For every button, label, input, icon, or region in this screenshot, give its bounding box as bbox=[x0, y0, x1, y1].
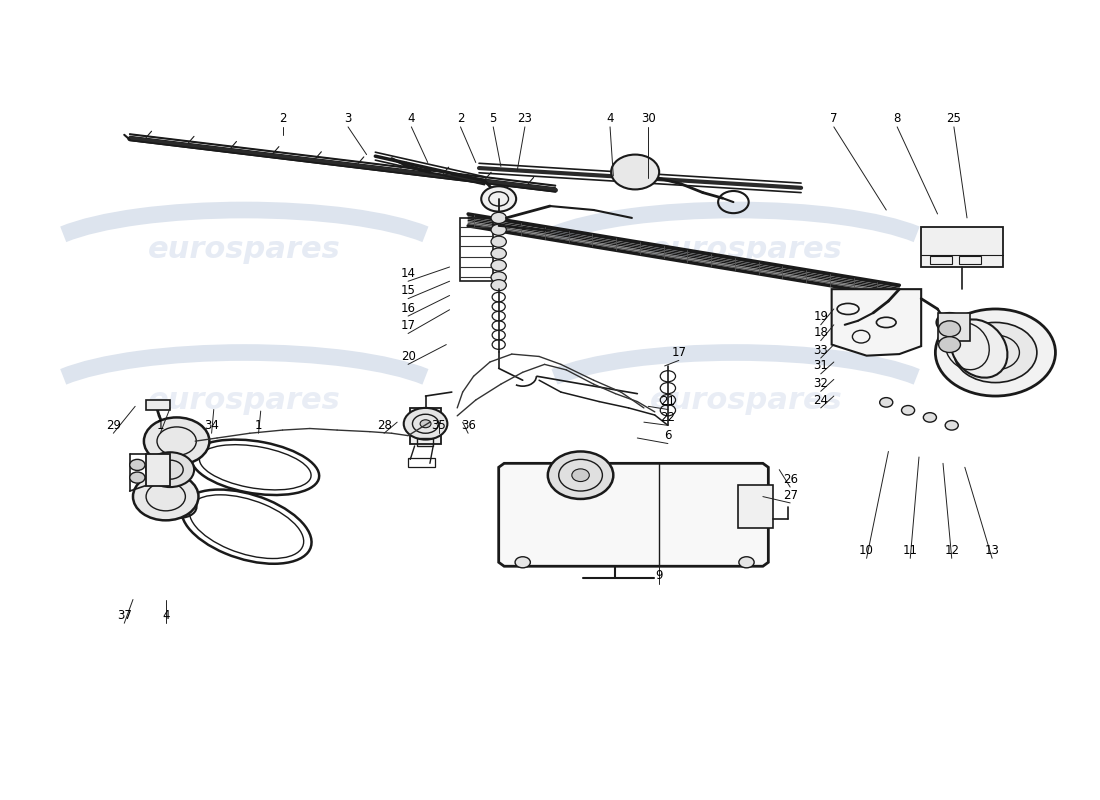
Text: 23: 23 bbox=[517, 113, 532, 126]
Bar bbox=[930, 256, 952, 264]
Circle shape bbox=[491, 260, 506, 271]
Circle shape bbox=[739, 557, 755, 568]
Circle shape bbox=[954, 322, 1037, 382]
Text: 7: 7 bbox=[830, 113, 837, 126]
Text: 20: 20 bbox=[400, 350, 416, 363]
Text: 34: 34 bbox=[205, 419, 219, 432]
Circle shape bbox=[515, 557, 530, 568]
Text: 16: 16 bbox=[400, 302, 416, 314]
Circle shape bbox=[938, 321, 960, 337]
Text: 8: 8 bbox=[893, 113, 901, 126]
Bar bbox=[937, 313, 970, 341]
Text: 4: 4 bbox=[408, 113, 415, 126]
Circle shape bbox=[404, 408, 448, 439]
Circle shape bbox=[481, 186, 516, 211]
Text: 21: 21 bbox=[660, 395, 675, 408]
Circle shape bbox=[491, 272, 506, 283]
Circle shape bbox=[491, 212, 506, 223]
Circle shape bbox=[945, 421, 958, 430]
Circle shape bbox=[491, 248, 506, 259]
Text: eurospares: eurospares bbox=[650, 386, 843, 414]
Text: 5: 5 bbox=[490, 113, 497, 126]
Circle shape bbox=[548, 451, 614, 499]
Text: 31: 31 bbox=[813, 359, 828, 373]
Circle shape bbox=[612, 154, 659, 190]
Text: 17: 17 bbox=[671, 346, 686, 359]
Text: 32: 32 bbox=[813, 377, 828, 390]
Text: 25: 25 bbox=[946, 113, 961, 126]
Text: 14: 14 bbox=[400, 267, 416, 280]
Text: eurospares: eurospares bbox=[148, 235, 341, 264]
Circle shape bbox=[618, 159, 652, 185]
Text: 11: 11 bbox=[903, 544, 917, 557]
Text: 28: 28 bbox=[376, 419, 392, 432]
Circle shape bbox=[130, 459, 145, 470]
Text: 4: 4 bbox=[162, 609, 169, 622]
Circle shape bbox=[572, 469, 590, 482]
Text: 29: 29 bbox=[106, 419, 121, 432]
Text: 30: 30 bbox=[641, 113, 656, 126]
Circle shape bbox=[936, 313, 962, 332]
Text: 37: 37 bbox=[117, 609, 132, 622]
Bar bbox=[921, 227, 1003, 267]
Text: 6: 6 bbox=[664, 429, 672, 442]
Bar bbox=[738, 485, 772, 528]
Circle shape bbox=[880, 398, 893, 407]
Text: eurospares: eurospares bbox=[148, 386, 341, 414]
Text: 10: 10 bbox=[859, 544, 874, 557]
Circle shape bbox=[935, 309, 1055, 396]
Text: eurospares: eurospares bbox=[650, 235, 843, 264]
Text: 17: 17 bbox=[400, 319, 416, 332]
Text: 13: 13 bbox=[984, 544, 1000, 557]
Text: 26: 26 bbox=[783, 473, 798, 486]
Text: 35: 35 bbox=[431, 419, 446, 432]
Circle shape bbox=[491, 280, 506, 290]
Text: 2: 2 bbox=[456, 113, 464, 126]
Text: 19: 19 bbox=[813, 310, 828, 323]
Circle shape bbox=[133, 473, 198, 520]
Text: 1: 1 bbox=[255, 419, 262, 432]
Text: 24: 24 bbox=[813, 394, 828, 406]
Text: 9: 9 bbox=[656, 570, 663, 582]
Polygon shape bbox=[832, 289, 921, 356]
Circle shape bbox=[491, 224, 506, 235]
Circle shape bbox=[938, 337, 960, 353]
Circle shape bbox=[144, 418, 209, 465]
Text: 1: 1 bbox=[156, 419, 164, 432]
Circle shape bbox=[130, 472, 145, 483]
Circle shape bbox=[420, 420, 431, 428]
Text: 33: 33 bbox=[813, 344, 828, 357]
Text: 36: 36 bbox=[461, 419, 475, 432]
Text: 2: 2 bbox=[278, 113, 286, 126]
Bar bbox=[146, 454, 170, 486]
Polygon shape bbox=[498, 463, 768, 566]
Bar bbox=[417, 438, 433, 446]
Circle shape bbox=[146, 452, 194, 487]
Bar bbox=[408, 458, 436, 467]
Text: 12: 12 bbox=[944, 544, 959, 557]
Circle shape bbox=[902, 406, 914, 415]
Text: 27: 27 bbox=[783, 489, 798, 502]
Text: 22: 22 bbox=[660, 411, 675, 424]
Bar bbox=[959, 256, 981, 264]
Ellipse shape bbox=[950, 319, 1008, 378]
Text: 15: 15 bbox=[400, 284, 416, 298]
Circle shape bbox=[491, 236, 506, 247]
Bar bbox=[146, 400, 170, 410]
Circle shape bbox=[984, 345, 1006, 361]
Text: 4: 4 bbox=[606, 113, 614, 126]
Text: 3: 3 bbox=[344, 113, 352, 126]
Text: 18: 18 bbox=[813, 326, 828, 339]
Circle shape bbox=[923, 413, 936, 422]
Bar bbox=[410, 408, 441, 443]
Bar bbox=[461, 218, 493, 282]
